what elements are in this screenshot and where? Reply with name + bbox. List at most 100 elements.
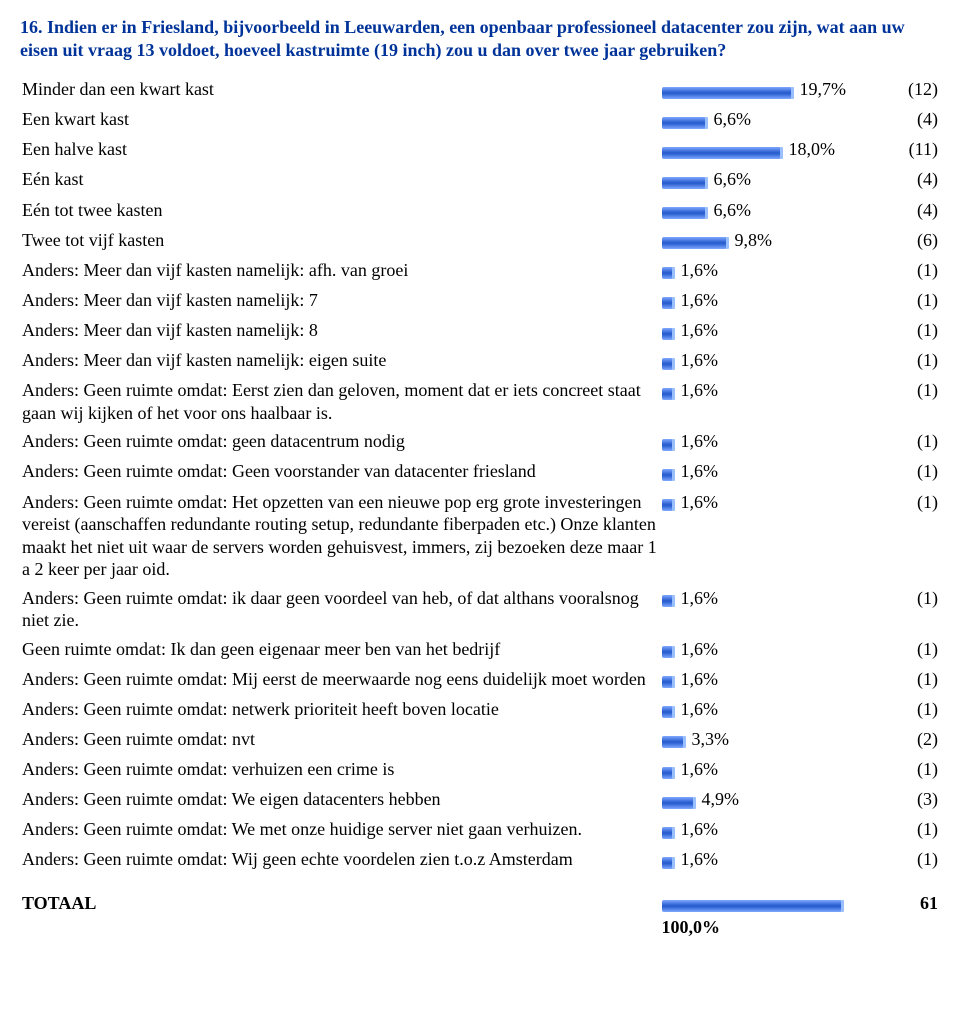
- bar-icon: [662, 492, 675, 515]
- row-pct: 1,6%: [681, 461, 719, 481]
- row-pct: 1,6%: [681, 819, 719, 839]
- row-count: (11): [865, 135, 940, 165]
- bar-icon: [662, 669, 675, 692]
- bar-icon: [662, 699, 675, 722]
- row-count: (4): [865, 196, 940, 226]
- bar-cap: [705, 177, 708, 189]
- bar-icon: [662, 230, 729, 253]
- bar-fill: [662, 676, 673, 688]
- bar-fill: [662, 900, 842, 912]
- bar-icon: [662, 893, 844, 916]
- table-row: Minder dan een kwart kast19,7%(12): [20, 75, 940, 105]
- table-row: Anders: Meer dan vijf kasten namelijk: 8…: [20, 316, 940, 346]
- row-bar-cell: 1,6%: [660, 346, 866, 376]
- table-row: Anders: Geen ruimte omdat: Eerst zien da…: [20, 376, 940, 427]
- bar-fill: [662, 237, 727, 249]
- bar-fill: [662, 207, 706, 219]
- row-label: Anders: Meer dan vijf kasten namelijk: 8: [20, 316, 660, 346]
- total-count: 61: [865, 876, 940, 942]
- row-pct: 1,6%: [681, 380, 719, 400]
- row-pct: 6,6%: [714, 169, 752, 189]
- bar-fill: [662, 358, 673, 370]
- row-count: (1): [865, 316, 940, 346]
- row-pct: 9,8%: [735, 230, 773, 250]
- row-pct: 1,6%: [681, 260, 719, 280]
- bar-icon: [662, 80, 794, 103]
- table-row: Twee tot vijf kasten9,8%(6): [20, 226, 940, 256]
- bar-fill: [662, 439, 673, 451]
- row-bar-cell: 1,6%: [660, 815, 866, 845]
- row-label: Anders: Geen ruimte omdat: We eigen data…: [20, 785, 660, 815]
- table-row: Eén tot twee kasten 6,6% (4): [20, 196, 940, 226]
- bar-icon: [662, 730, 686, 753]
- table-row: Anders: Meer dan vijf kasten namelijk: e…: [20, 346, 940, 376]
- bar-cap: [841, 900, 844, 912]
- row-pct: 1,6%: [681, 639, 719, 659]
- table-row: Een halve kast18,0%(11): [20, 135, 940, 165]
- bar-icon: [662, 462, 675, 485]
- row-bar-cell: 9,8%: [660, 226, 866, 256]
- row-bar-cell: 6,6%: [660, 196, 866, 226]
- row-bar-cell: 1,6%: [660, 665, 866, 695]
- row-pct: 18,0%: [789, 139, 836, 159]
- row-bar-cell: 1,6%: [660, 755, 866, 785]
- table-row: Anders: Geen ruimte omdat: We met onze h…: [20, 815, 940, 845]
- row-pct: 1,6%: [681, 431, 719, 451]
- row-count: (1): [865, 584, 940, 635]
- row-count: (1): [865, 845, 940, 875]
- bar-fill: [662, 736, 684, 748]
- row-label: Anders: Geen ruimte omdat: Wij geen echt…: [20, 845, 660, 875]
- row-label: Eén tot twee kasten: [20, 196, 660, 226]
- row-pct: 19,7%: [800, 79, 847, 99]
- table-row: Anders: Meer dan vijf kasten namelijk: 7…: [20, 286, 940, 316]
- bar-fill: [662, 646, 673, 658]
- row-label: Anders: Geen ruimte omdat: geen datacent…: [20, 427, 660, 457]
- table-row: Anders: Geen ruimte omdat: Mij eerst de …: [20, 665, 940, 695]
- bar-cap: [672, 439, 675, 451]
- table-row: Anders: Geen ruimte omdat: ik daar geen …: [20, 584, 940, 635]
- row-label: Anders: Meer dan vijf kasten namelijk: 7: [20, 286, 660, 316]
- row-bar-cell: 6,6%: [660, 165, 866, 195]
- bar-cap: [705, 207, 708, 219]
- row-count: (1): [865, 256, 940, 286]
- bar-icon: [662, 820, 675, 843]
- total-pct: 100,0%: [662, 917, 721, 937]
- table-row: Anders: Geen ruimte omdat: We eigen data…: [20, 785, 940, 815]
- row-label: Anders: Meer dan vijf kasten namelijk: e…: [20, 346, 660, 376]
- bar-icon: [662, 260, 675, 283]
- bar-icon: [662, 381, 675, 404]
- row-pct: 6,6%: [714, 109, 752, 129]
- row-bar-cell: 6,6%: [660, 105, 866, 135]
- row-count: (1): [865, 286, 940, 316]
- row-pct: 6,6%: [714, 200, 752, 220]
- bar-cap: [672, 827, 675, 839]
- total-row: TOTAAL100,0%61: [20, 876, 940, 942]
- row-label: Eén kast: [20, 165, 660, 195]
- row-pct: 4,9%: [702, 789, 740, 809]
- row-count: (3): [865, 785, 940, 815]
- row-pct: 1,6%: [681, 759, 719, 779]
- row-pct: 3,3%: [692, 729, 730, 749]
- bar-cap: [672, 499, 675, 511]
- row-label: Anders: Meer dan vijf kasten namelijk: a…: [20, 256, 660, 286]
- row-count: (4): [865, 105, 940, 135]
- bar-icon: [662, 432, 675, 455]
- row-count: (1): [865, 457, 940, 487]
- row-count: (12): [865, 75, 940, 105]
- total-bar-cell: 100,0%: [660, 876, 866, 942]
- row-label: Anders: Geen ruimte omdat: Eerst zien da…: [20, 376, 660, 427]
- row-bar-cell: 1,6%: [660, 376, 866, 427]
- row-count: (1): [865, 488, 940, 584]
- bar-cap: [672, 358, 675, 370]
- bar-cap: [672, 676, 675, 688]
- table-row: Een kwart kast6,6%(4): [20, 105, 940, 135]
- row-pct: 1,6%: [681, 320, 719, 340]
- bar-fill: [662, 87, 792, 99]
- row-bar-cell: 1,6%: [660, 845, 866, 875]
- bar-icon: [662, 790, 696, 813]
- row-count: (6): [865, 226, 940, 256]
- bar-cap: [672, 297, 675, 309]
- bar-fill: [662, 797, 694, 809]
- bar-cap: [683, 736, 686, 748]
- bar-cap: [672, 646, 675, 658]
